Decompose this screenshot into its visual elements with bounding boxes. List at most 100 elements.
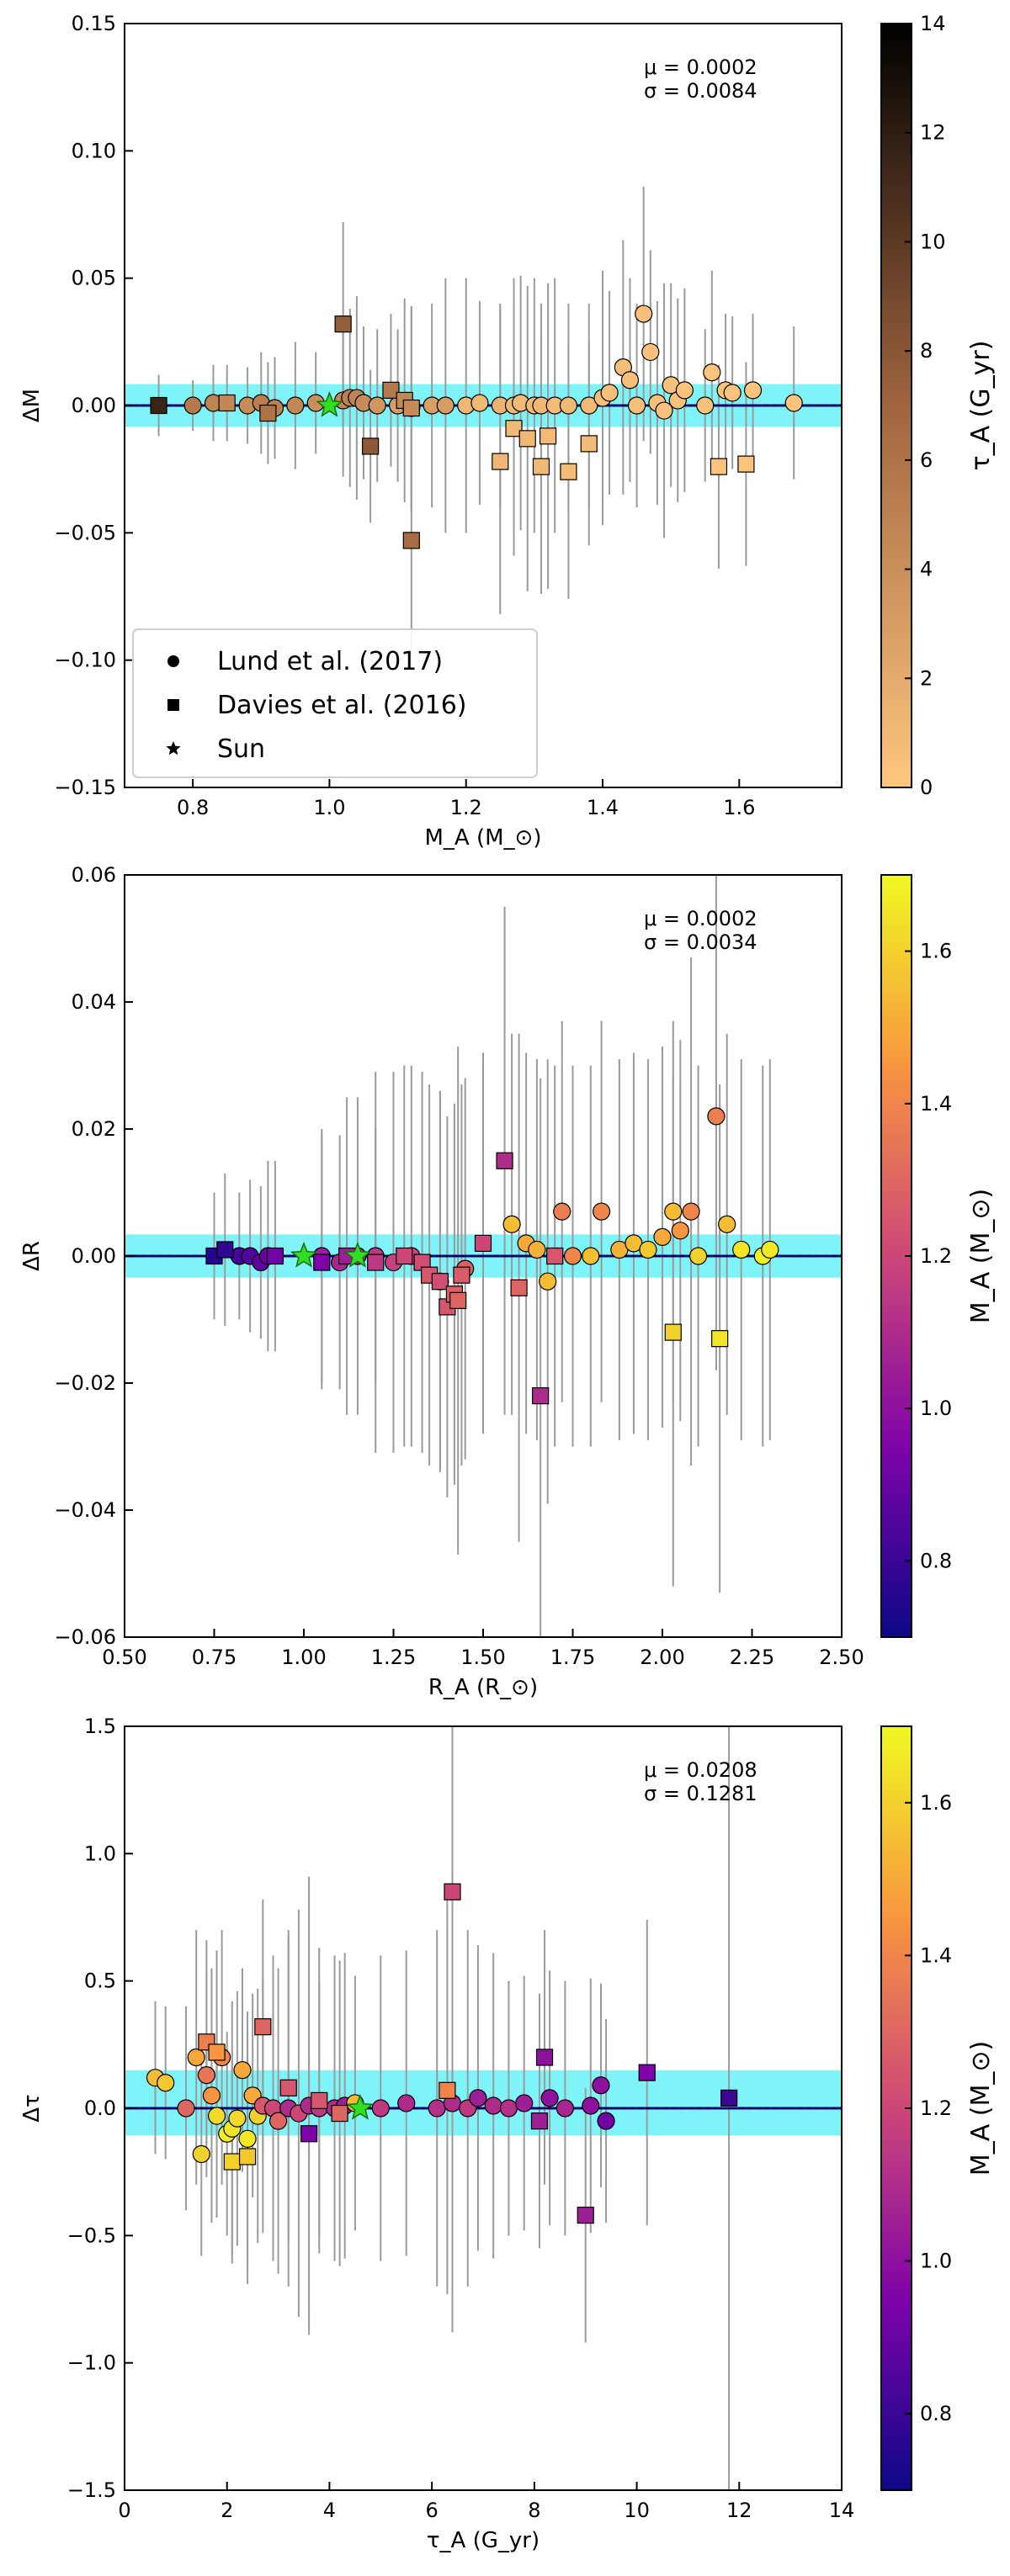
x-tick-label: 1.2	[450, 796, 482, 819]
data-point-square	[402, 399, 420, 417]
data-point-square	[505, 420, 523, 437]
legend-circle-icon	[167, 655, 179, 667]
error-bars	[157, 186, 795, 668]
data-point-circle	[597, 2112, 615, 2130]
data-point-square	[300, 2125, 318, 2143]
data-point-circle	[641, 342, 660, 362]
data-point-circle	[627, 396, 646, 415]
data-point-circle	[723, 384, 742, 402]
data-point-square	[496, 1152, 513, 1169]
data-point-square	[238, 2148, 257, 2165]
colorbar-tick-label: 1.4	[920, 1092, 952, 1116]
mu-label: μ = 0.0002	[644, 56, 758, 79]
data-point-circle	[600, 384, 619, 402]
data-point-circle	[238, 2129, 257, 2148]
colorbar-tick-label: 1.6	[920, 1791, 952, 1815]
colorbar-tick-label: 0.8	[920, 2402, 952, 2425]
panel-mass: 0.8 1.0 1.2 1.4 1.6 −0.15 −0.10 −0.05 0.00 0.05 0.…	[19, 12, 996, 851]
data-point-circle	[470, 394, 489, 412]
y-tick-label: 0.00	[72, 1244, 116, 1268]
data-point-circle	[664, 1202, 683, 1221]
y-tick-label: 0.00	[72, 394, 116, 417]
colorbar-label: M_A (M_⊙)	[966, 1189, 996, 1323]
data-point-circle	[197, 2066, 215, 2085]
y-axis-label: ΔM	[19, 389, 45, 422]
x-tick-label: 2.00	[640, 1646, 684, 1669]
y-tick-label: −0.04	[54, 1498, 116, 1522]
data-point-circle	[761, 1240, 779, 1259]
data-point-circle	[559, 396, 578, 415]
sigma-label: σ = 0.0034	[644, 930, 758, 954]
data-point-circle	[371, 2099, 390, 2118]
data-point-circle	[592, 2076, 610, 2095]
data-point-circle	[553, 1202, 571, 1221]
data-point-square	[334, 315, 352, 333]
data-point-circle	[732, 1240, 751, 1259]
y-tick-label: −0.5	[67, 2224, 116, 2247]
data-point-circle	[187, 2048, 205, 2067]
data-point-square	[331, 2104, 348, 2123]
legend-entry-label: Lund et al. (2017)	[217, 647, 443, 676]
data-point-square	[313, 1254, 331, 1271]
data-point-square	[396, 1247, 413, 1265]
x-tick-label: 1.6	[723, 796, 755, 819]
data-point-circle	[528, 1240, 546, 1259]
data-point-square	[208, 2043, 226, 2061]
x-tick-label: 0.8	[177, 796, 209, 819]
data-point-circle	[368, 396, 386, 415]
data-point-circle	[499, 2099, 518, 2118]
colorbar-tick-label: 0.8	[920, 1549, 952, 1572]
x-tick-label: 1.4	[587, 796, 619, 819]
data-point-square	[362, 437, 380, 455]
y-axis-label: Δτ	[19, 2094, 45, 2122]
y-axis-label: ΔR	[19, 1241, 45, 1271]
data-point-circle	[233, 2061, 252, 2080]
y-tick-label: −1.0	[67, 2351, 116, 2375]
y-tick-label: 0.0	[84, 2096, 116, 2120]
axis-ticks: 0 2 4 6 8 10 12 14 −1.5 −1.0 −0.5 0.0 0.5 1.0 1.5	[67, 1715, 855, 2522]
data-point-square	[431, 1273, 449, 1291]
data-point-square	[254, 2018, 272, 2036]
legend: Lund et al. (2017) Davies et al. (2016) Su…	[132, 628, 538, 778]
data-point-circle	[682, 1202, 700, 1221]
data-point-circle	[469, 2089, 487, 2107]
data-point-square	[577, 2207, 594, 2224]
data-point-square	[311, 2091, 328, 2110]
data-point-square	[492, 453, 509, 470]
colorbar-tick-label: 1.2	[920, 1244, 952, 1268]
data-point-circle	[655, 401, 673, 420]
x-tick-label: 1.25	[371, 1646, 416, 1669]
data-point-circle	[653, 1227, 672, 1246]
y-tick-label: −0.15	[54, 776, 116, 799]
colorbar-tick-label: 6	[920, 448, 933, 472]
data-point-square	[720, 2089, 738, 2107]
data-point-circle	[743, 381, 763, 400]
data-point-circle	[580, 396, 598, 415]
data-point-circle	[635, 305, 653, 323]
sigma-label: σ = 0.0084	[644, 79, 758, 103]
panel-age: 0 2 4 6 8 10 12 14 −1.5 −1.0 −0.5 0.0 0.5 1.0 1.5 τ_A …	[19, 1715, 996, 2553]
y-tick-label: 0.06	[72, 863, 116, 887]
colorbar-tick-label: 1.6	[920, 940, 952, 963]
data-point-square	[223, 2153, 241, 2171]
x-tick-label: 1.0	[313, 796, 345, 819]
y-tick-label: −1.5	[67, 2478, 116, 2502]
y-tick-label: 0.5	[84, 1969, 116, 1993]
y-tick-label: 0.04	[72, 990, 116, 1014]
data-point-circle	[671, 1222, 689, 1240]
data-point-square	[382, 381, 400, 399]
data-point-square	[259, 404, 277, 422]
data-point-square	[710, 458, 728, 475]
data-point-square	[216, 1241, 234, 1259]
data-point-circle	[696, 396, 715, 415]
data-point-circle	[436, 396, 454, 415]
data-point-circle	[707, 1107, 726, 1126]
data-point-square	[279, 2079, 297, 2096]
data-points	[205, 1107, 779, 1405]
data-point-circle	[784, 394, 803, 412]
y-tick-label: −0.05	[54, 521, 116, 544]
data-point-square	[535, 2049, 554, 2066]
x-axis-label: τ_A (G_yr)	[427, 2528, 540, 2553]
data-point-circle	[207, 2107, 226, 2125]
